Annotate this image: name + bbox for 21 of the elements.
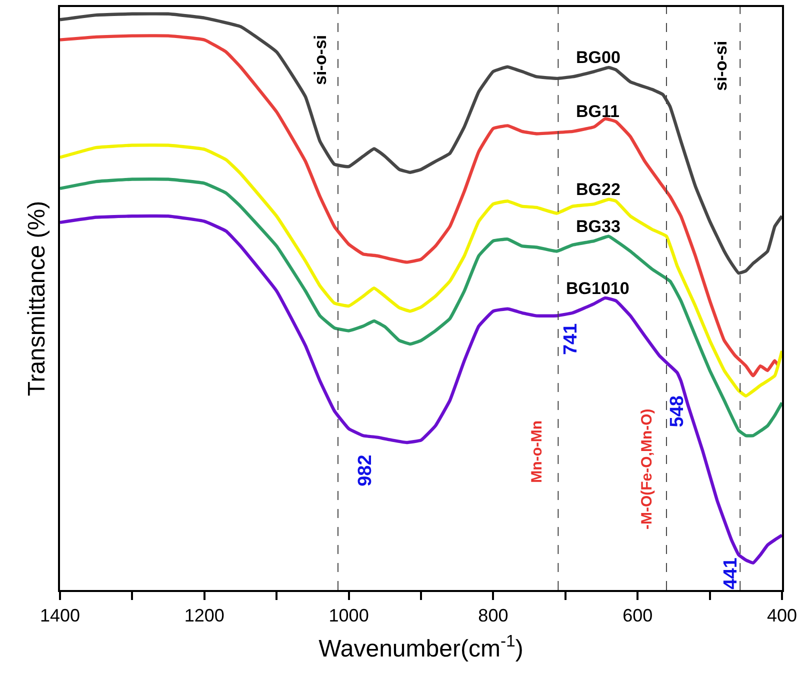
series-label: BG33 (576, 217, 620, 236)
annotation: 441 (720, 557, 742, 590)
annotation: si-o-si (310, 34, 330, 85)
annotation: 548 (667, 396, 688, 428)
annotation: 741 (560, 322, 582, 356)
annotation: -M-O(Fe-O,Mn-O) (638, 408, 656, 530)
x-axis-title: Wavenumber(cm$^{-1}$) (318, 631, 524, 662)
x-tick-label: 400 (766, 606, 798, 626)
series-label: BG1010 (566, 279, 630, 298)
annotation: Mn-o-Mn (528, 420, 546, 483)
annotation: 982 (355, 454, 376, 486)
series-label: BG00 (576, 48, 620, 67)
x-tick-label: 1000 (328, 606, 369, 626)
x-tick-label: 1400 (40, 606, 80, 626)
series-label: BG11 (576, 102, 620, 121)
x-tick-label: 1200 (184, 606, 224, 626)
x-tick-label: 600 (622, 606, 653, 626)
x-tick-label: 800 (478, 606, 508, 626)
annotation: si-o-si (711, 40, 730, 91)
series-label: BG22 (576, 180, 620, 199)
y-axis-title: Transmittance (%) (24, 200, 51, 396)
